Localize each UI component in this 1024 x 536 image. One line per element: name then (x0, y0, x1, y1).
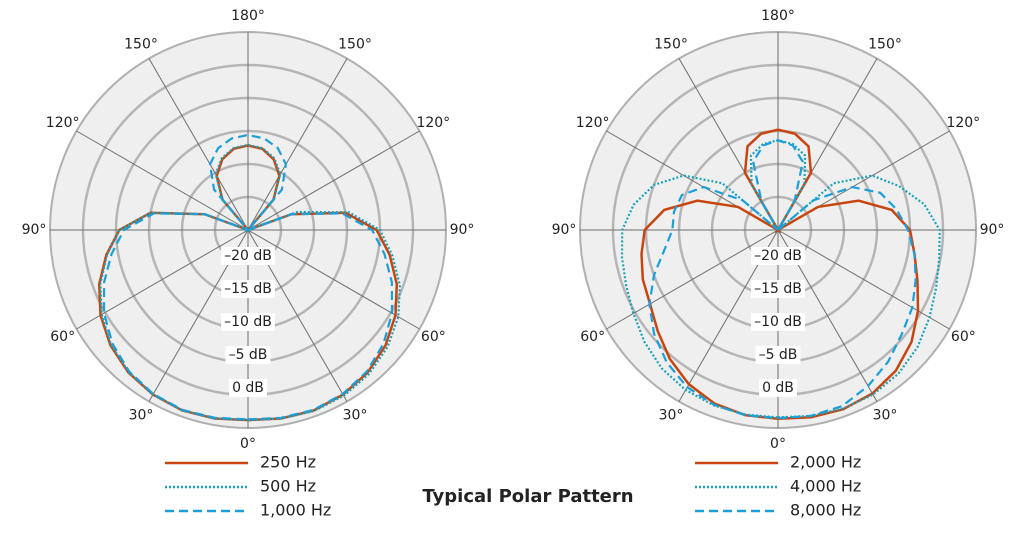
r-tick-label: –10 dB (754, 314, 802, 330)
polar-line (640, 128, 920, 421)
angle-label: 120° (46, 115, 80, 131)
legend-label: 4,000 Hz (790, 477, 861, 496)
tick-label-bg (225, 346, 271, 364)
r-tick-label: –20 dB (224, 248, 272, 264)
spoke (76, 229, 249, 330)
r-tick-label: –15 dB (754, 281, 802, 297)
tick-label-bg (221, 313, 275, 331)
tick-label-bg (755, 346, 801, 364)
angle-label: 120° (416, 115, 450, 131)
tick-label-bg (759, 379, 797, 397)
legend-label: 8,000 Hz (790, 501, 861, 520)
r-tick-label: –5 dB (229, 347, 268, 363)
legend-label: 1,000 Hz (260, 501, 331, 520)
spoke (777, 229, 950, 330)
angle-label: 90° (450, 222, 475, 238)
polar-line (102, 133, 394, 421)
r-tick-label: –5 dB (759, 347, 798, 363)
angle-label: 150° (868, 37, 902, 53)
tick-label-bg (751, 313, 805, 331)
angle-label: 180° (231, 8, 265, 24)
angle-label: 150° (338, 37, 372, 53)
spoke (148, 58, 249, 231)
angle-label: 180° (761, 8, 795, 24)
angle-label: 60° (421, 329, 446, 345)
angle-label: 150° (124, 37, 158, 53)
angle-label: 90° (552, 222, 577, 238)
angle-label: 30° (873, 407, 898, 423)
polar-line (97, 144, 399, 422)
angle-label: 120° (946, 115, 980, 131)
legend-label: 2,000 Hz (790, 453, 861, 472)
spoke (247, 58, 348, 231)
angle-label: 0° (770, 436, 786, 452)
tick-label-bg (751, 280, 805, 298)
spoke (247, 130, 420, 231)
r-tick-label: 0 dB (232, 380, 264, 396)
r-tick-label: –15 dB (224, 281, 272, 297)
spoke (247, 229, 420, 330)
angle-label: 30° (129, 407, 154, 423)
angle-label: 90° (980, 222, 1005, 238)
tick-label-bg (751, 247, 805, 265)
legend-label: 250 Hz (260, 453, 316, 472)
legend-label: 500 Hz (260, 477, 316, 496)
angle-label: 60° (580, 329, 605, 345)
r-tick-label: –10 dB (224, 314, 272, 330)
tick-label-bg (221, 247, 275, 265)
chart-title: Typical Polar Pattern (422, 486, 633, 507)
angle-label: 60° (951, 329, 976, 345)
angle-label: 150° (654, 37, 688, 53)
tick-label-bg (229, 379, 267, 397)
spoke (606, 229, 779, 330)
angle-label: 30° (659, 407, 684, 423)
angle-label: 0° (240, 436, 256, 452)
r-tick-label: 0 dB (762, 380, 794, 396)
tick-label-bg (221, 280, 275, 298)
spoke (76, 130, 249, 231)
angle-label: 30° (343, 407, 368, 423)
angle-label: 120° (576, 115, 610, 131)
polar-line (648, 139, 917, 420)
angle-label: 90° (22, 222, 47, 238)
r-tick-label: –20 dB (754, 248, 802, 264)
angle-label: 60° (50, 329, 75, 345)
